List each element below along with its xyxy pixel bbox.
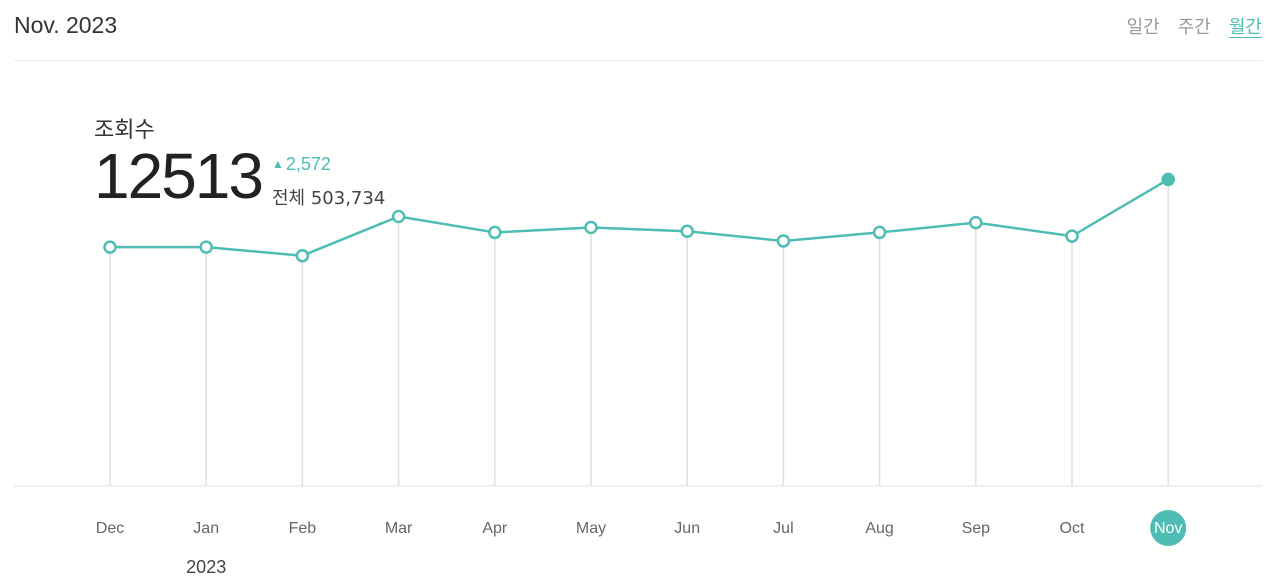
data-point-jan[interactable] [199, 240, 213, 254]
period-tabs: 일간 주간 월간 [1127, 13, 1262, 39]
views-summary: 조회수 12513 ▲ 2,572 전체 503,734 [94, 112, 385, 209]
active-month-marker [1150, 510, 1187, 546]
views-total: 전체 503,734 [272, 188, 386, 209]
x-tick-label-nov[interactable]: Nov [1154, 520, 1182, 537]
data-point-jul[interactable] [776, 234, 791, 248]
x-tick-label-apr[interactable]: Apr [482, 520, 508, 537]
period-label: Nov. 2023 [14, 12, 118, 38]
data-point-mar[interactable] [391, 209, 406, 224]
x-tick-label-mar[interactable]: Mar [385, 520, 413, 537]
data-point-sep[interactable] [969, 215, 983, 230]
data-point-may[interactable] [584, 220, 598, 235]
data-point-oct[interactable] [1065, 229, 1079, 243]
data-point-nov[interactable] [1161, 172, 1175, 187]
data-point-dec[interactable] [103, 240, 117, 254]
data-point-feb[interactable] [295, 248, 310, 263]
tab-weekly[interactable]: 주간 [1177, 17, 1211, 38]
x-tick-label-jan[interactable]: Jan [193, 520, 219, 537]
x-tick-label-sep[interactable]: Sep [962, 520, 991, 537]
data-point-aug[interactable] [872, 225, 887, 240]
tab-monthly[interactable]: 월간 [1228, 17, 1262, 38]
x-tick-label-may[interactable]: May [576, 520, 606, 537]
x-tick-label-jun[interactable]: Jun [674, 520, 700, 537]
delta-value: 2,572 [285, 154, 331, 174]
x-tick-label-aug[interactable]: Aug [865, 520, 893, 537]
tab-daily[interactable]: 일간 [1126, 17, 1160, 38]
year-label: 2023 [186, 557, 226, 577]
data-point-jun[interactable] [680, 224, 694, 238]
views-value: 12513 [94, 140, 264, 212]
header: Nov. 2023 일간 주간 월간 [14, 0, 1262, 61]
x-tick-label-jul[interactable]: Jul [773, 520, 793, 537]
x-tick-label-feb[interactable]: Feb [289, 520, 317, 537]
views-delta: ▲ 2,572 [272, 154, 331, 175]
data-point-apr[interactable] [488, 225, 502, 240]
x-tick-label-dec[interactable]: Dec [96, 520, 124, 537]
x-tick-label-oct[interactable]: Oct [1060, 520, 1085, 537]
metric-label: 조회수 [94, 118, 155, 143]
up-triangle-icon: ▲ [272, 157, 284, 171]
views-series-line [110, 178, 1169, 257]
